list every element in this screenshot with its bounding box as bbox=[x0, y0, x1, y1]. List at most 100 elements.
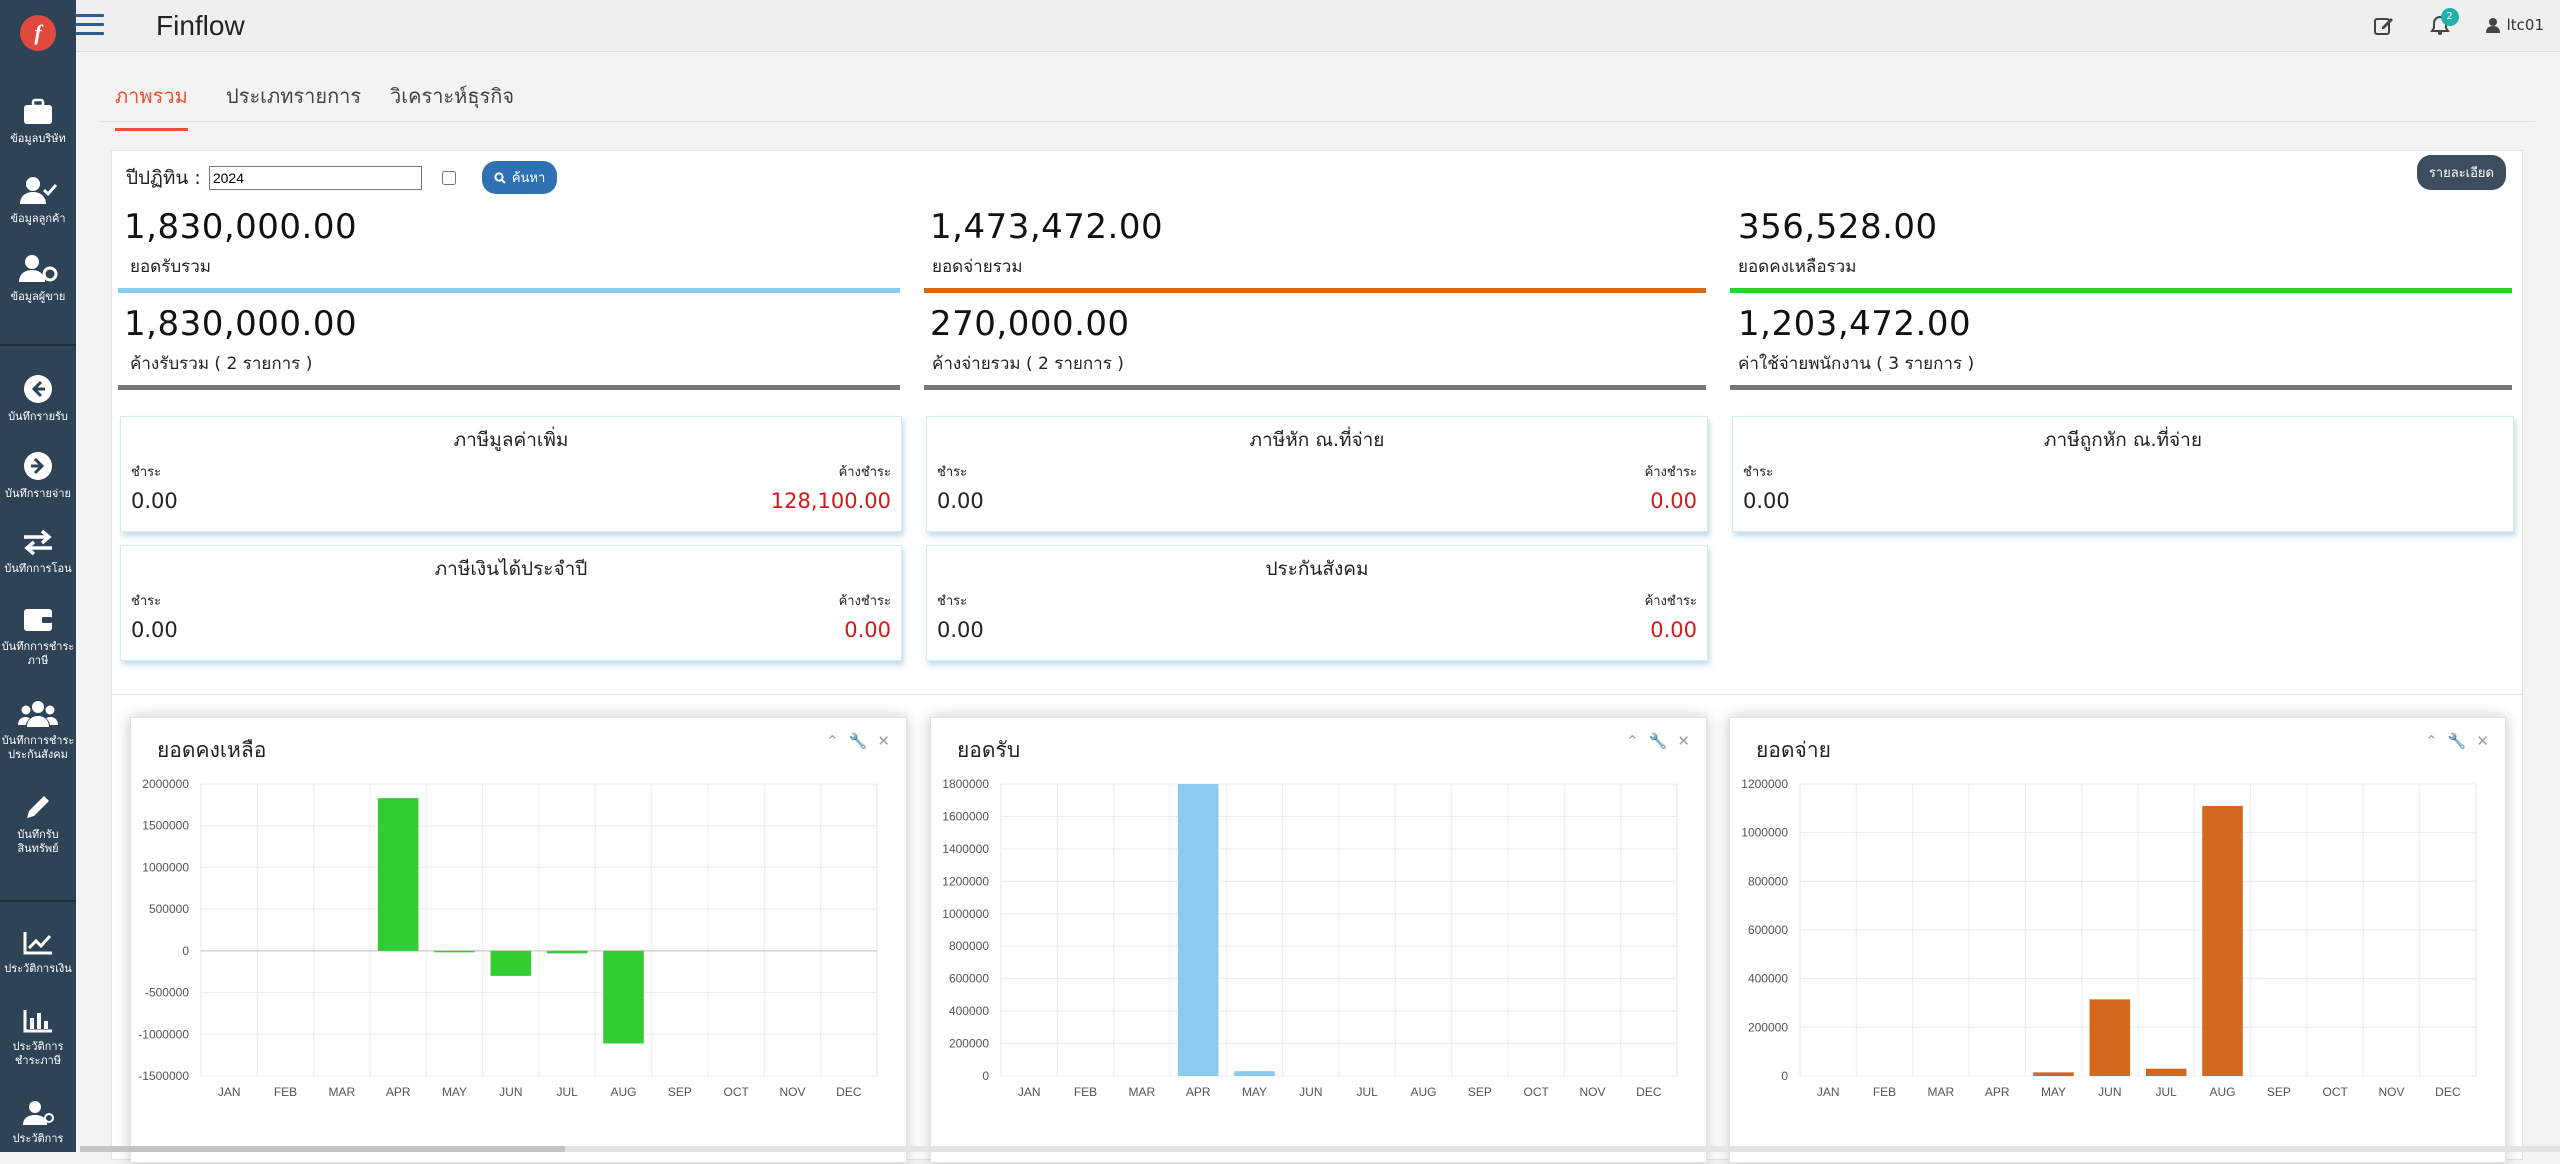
bar bbox=[2145, 1068, 2187, 1076]
bar bbox=[434, 950, 475, 953]
collapse-icon[interactable]: ⌃ bbox=[2425, 732, 2438, 750]
wrench-icon[interactable]: 🔧 bbox=[2447, 732, 2467, 750]
x-tick-label: DEC bbox=[2435, 1085, 2461, 1099]
sidebar-item-tax-payment[interactable]: บันทึกการชำระ ภาษี bbox=[0, 606, 76, 668]
x-tick-label: JUN bbox=[499, 1085, 522, 1099]
y-tick-label: 0 bbox=[982, 1069, 989, 1083]
sidebar-item-social-security[interactable]: บันทึกการชำระ ประกันสังคม bbox=[0, 700, 76, 762]
tab-overview[interactable]: ภาพรวม bbox=[115, 80, 188, 131]
x-tick-label: MAY bbox=[2041, 1085, 2066, 1099]
due-value: 0.00 bbox=[1650, 489, 1697, 513]
x-tick-label: JUL bbox=[556, 1085, 578, 1099]
chart-income: ยอดรับ ⌃ 🔧 ✕ 1800000 1600000 1400000 120000… bbox=[930, 717, 1707, 1163]
stat-total-income: 1,830,000.00 ยอดรับรวม bbox=[118, 207, 900, 293]
user-check-icon bbox=[20, 177, 57, 204]
stat-pending-income: 1,830,000.00 ค้างรับรวม ( 2 รายการ ) bbox=[118, 304, 900, 390]
year-input[interactable] bbox=[208, 165, 422, 190]
y-tick-label: -1500000 bbox=[138, 1069, 189, 1083]
stat-total-expense: 1,473,472.00 ยอดจ่ายรวม bbox=[924, 207, 1706, 293]
x-tick-label: NOV bbox=[1579, 1085, 1605, 1099]
y-tick-label: 500000 bbox=[149, 902, 189, 916]
chart-title: ยอดรับ bbox=[957, 738, 1021, 762]
y-tick-label: 0 bbox=[182, 944, 189, 958]
paid-value: 0.00 bbox=[937, 618, 984, 642]
sidebar-item-history[interactable]: ประวัติการ bbox=[0, 1100, 76, 1146]
sidebar-item-tax-history[interactable]: ประวัติการ ชำระภาษี bbox=[0, 1008, 76, 1068]
y-tick-label: -1000000 bbox=[138, 1027, 189, 1041]
sidebar-item-label: ข้อมูลลูกค้า bbox=[10, 212, 66, 225]
search-button[interactable]: ค้นหา bbox=[481, 161, 558, 194]
detail-button[interactable]: รายละเอียด bbox=[2416, 155, 2506, 190]
sidebar-item-expense[interactable]: บันทึกรายจ่าย bbox=[0, 451, 76, 501]
x-tick-label: FEB bbox=[274, 1085, 297, 1099]
x-tick-label: MAR bbox=[1128, 1085, 1155, 1099]
paid-value: 0.00 bbox=[131, 489, 178, 513]
bell-icon[interactable]: 2 bbox=[2429, 8, 2459, 36]
sidebar-item-label: บันทึกการโอน bbox=[4, 562, 72, 575]
user-history-icon bbox=[23, 1101, 54, 1125]
exchange-icon bbox=[24, 529, 52, 556]
x-tick-label: JUL bbox=[1356, 1085, 1378, 1099]
y-tick-label: 400000 bbox=[1748, 972, 1788, 986]
stat-label: ยอดจ่ายรวม bbox=[932, 257, 1023, 277]
stat-underline bbox=[1730, 288, 2512, 293]
sidebar-item-transfer[interactable]: บันทึกการโอน bbox=[0, 528, 76, 576]
y-tick-label: 800000 bbox=[949, 939, 989, 953]
stat-underline bbox=[924, 288, 1706, 293]
collapse-icon[interactable]: ⌃ bbox=[826, 732, 839, 750]
user-menu[interactable]: ltc01 bbox=[2485, 16, 2544, 34]
tax-card-title: ประกันสังคม bbox=[1265, 558, 1369, 580]
stat-total-balance: 356,528.00 ยอดคงเหลือรวม bbox=[1730, 207, 2512, 293]
x-tick-label: NOV bbox=[779, 1085, 805, 1099]
sidebar-item-label: ข้อมูลผู้ขาย bbox=[10, 290, 66, 303]
x-tick-label: MAY bbox=[1242, 1085, 1267, 1099]
sidebar-item-asset[interactable]: บันทึกรับ สินทรัพย์ bbox=[0, 792, 76, 856]
bar bbox=[1177, 784, 1219, 1076]
tax-card-income-tax: ภาษีเงินได้ประจำปี ชำระ ค้างชำระ 0.00 0.… bbox=[120, 545, 902, 661]
x-tick-label: FEB bbox=[1074, 1085, 1097, 1099]
wrench-icon[interactable]: 🔧 bbox=[848, 732, 868, 750]
edit-icon[interactable] bbox=[2373, 14, 2395, 36]
x-tick-label: FEB bbox=[1873, 1085, 1896, 1099]
search-button-label: ค้นหา bbox=[511, 170, 546, 185]
stat-value: 1,830,000.00 bbox=[124, 304, 358, 344]
tax-card-vat: ภาษีมูลค่าเพิ่ม ชำระ ค้างชำระ 0.00 128,1… bbox=[120, 416, 902, 532]
sidebar-divider bbox=[0, 900, 76, 902]
x-tick-label: JAN bbox=[1817, 1085, 1840, 1099]
x-tick-label: JAN bbox=[1018, 1085, 1041, 1099]
close-icon[interactable]: ✕ bbox=[2476, 732, 2489, 750]
horizontal-scrollbar[interactable] bbox=[80, 1146, 2560, 1152]
sidebar-item-income[interactable]: บันทึกรายรับ bbox=[0, 374, 76, 424]
y-tick-label: 800000 bbox=[1748, 874, 1788, 888]
scrollbar-thumb[interactable] bbox=[80, 1146, 565, 1152]
bar-chart-icon bbox=[23, 1010, 52, 1033]
collapse-icon[interactable]: ⌃ bbox=[1626, 732, 1639, 750]
sidebar-item-vendor[interactable]: ข้อมูลผู้ขาย bbox=[0, 254, 76, 304]
tab-transaction-types[interactable]: ประเภทรายการ bbox=[226, 84, 362, 108]
wrench-icon[interactable]: 🔧 bbox=[1648, 732, 1668, 750]
tab-business-analysis[interactable]: วิเคราะห์ธุรกิจ bbox=[390, 84, 515, 108]
x-tick-label: OCT bbox=[2322, 1085, 2348, 1099]
year-checkbox[interactable] bbox=[441, 170, 456, 185]
paid-value: 0.00 bbox=[131, 618, 178, 642]
due-value: 0.00 bbox=[1650, 618, 1697, 642]
x-tick-label: JAN bbox=[218, 1085, 241, 1099]
app-logo[interactable]: f bbox=[20, 15, 56, 51]
sidebar-item-company[interactable]: ข้อมูลบริษัท bbox=[0, 98, 76, 146]
x-tick-label: JUL bbox=[2155, 1085, 2177, 1099]
sidebar-item-finance-history[interactable]: ประวัติการเงิน bbox=[0, 930, 76, 976]
y-tick-label: 1200000 bbox=[1741, 778, 1788, 791]
x-tick-label: SEP bbox=[668, 1085, 692, 1099]
chart-plot: 1200000 1000000 800000 600000 400000 200000 0 J… bbox=[1741, 778, 2477, 1099]
close-icon[interactable]: ✕ bbox=[877, 732, 890, 750]
chart-tools: ⌃ 🔧 ✕ bbox=[1626, 732, 1690, 750]
sidebar-item-label: บันทึกรายรับ bbox=[8, 410, 68, 423]
y-tick-label: 200000 bbox=[949, 1037, 989, 1051]
sidebar-item-label: ข้อมูลบริษัท bbox=[10, 132, 66, 145]
menu-icon[interactable] bbox=[76, 14, 104, 38]
close-icon[interactable]: ✕ bbox=[1677, 732, 1690, 750]
notification-badge: 2 bbox=[2440, 8, 2459, 26]
sidebar-item-customer[interactable]: ข้อมูลลูกค้า bbox=[0, 176, 76, 226]
x-tick-label: MAY bbox=[442, 1085, 467, 1099]
y-tick-label: 2000000 bbox=[142, 778, 189, 791]
